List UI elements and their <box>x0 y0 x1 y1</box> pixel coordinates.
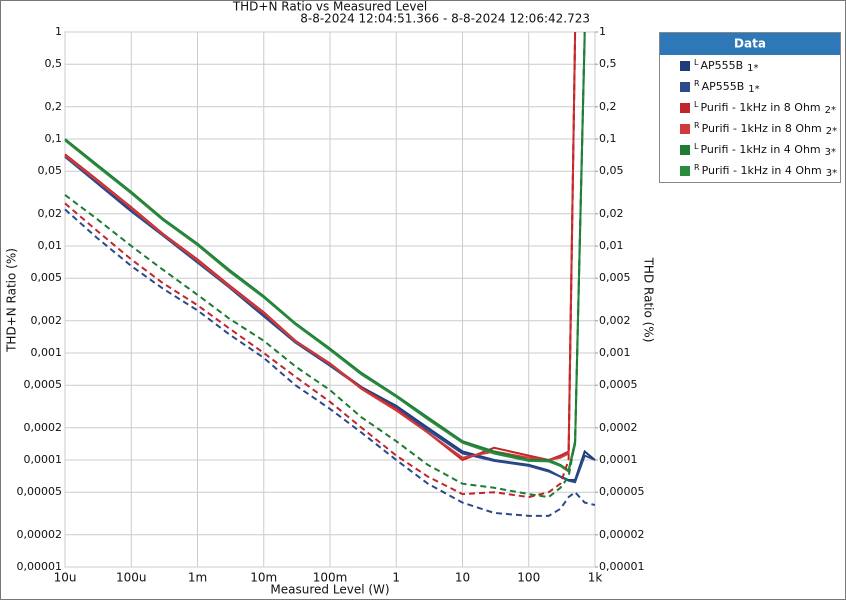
y-tick-label: 1 <box>55 25 62 38</box>
y-tick-label: 0,00005 <box>17 485 63 498</box>
y-tick-label: 0,5 <box>45 57 63 70</box>
legend-swatch <box>680 166 690 176</box>
y2-tick-label: 0,2 <box>599 100 617 113</box>
y2-tick-label: 0,5 <box>599 57 617 70</box>
x-tick-label: 100 <box>517 571 540 585</box>
y2-tick-label: 0,001 <box>599 346 631 359</box>
x-tick-label: 1 <box>392 571 400 585</box>
legend-channel: L <box>694 100 699 109</box>
y-tick-label: 0,001 <box>31 346 63 359</box>
y2-tick-label: 0,05 <box>599 164 624 177</box>
chart-subtitle: 8-8-2024 12:04:51.366 - 8-8-2024 12:06:4… <box>300 12 590 26</box>
legend-swatch <box>680 145 690 155</box>
legend-name: AP555B <box>700 59 743 72</box>
y2-tick-label: 1 <box>599 25 606 38</box>
x-tick-label: 1k <box>588 571 603 585</box>
legend-entry: L Purifi - 1kHz in 4 Ohm 3* <box>694 142 836 159</box>
y2-tick-label: 0,1 <box>599 132 617 145</box>
legend-entry: L AP555B 1* <box>694 58 759 75</box>
legend-name: Purifi - 1kHz in 8 Ohm <box>702 122 822 135</box>
y-tick-label: 0,005 <box>31 271 63 284</box>
legend-tag: 1* <box>747 63 758 74</box>
y-tick-label: 0,0001 <box>24 453 63 466</box>
legend-tag: 3* <box>825 147 836 158</box>
y-tick-label: 0,01 <box>38 239 63 252</box>
y-axis-label: THD+N Ratio (%) <box>5 248 19 353</box>
y2-tick-label: 0,00005 <box>599 485 645 498</box>
y2-tick-label: 0,00001 <box>599 560 645 573</box>
legend-swatch <box>680 82 690 92</box>
series-line <box>64 36 586 474</box>
legend-channel: L <box>694 142 699 151</box>
y-tick-label: 0,02 <box>38 207 63 220</box>
legend-entry: R Purifi - 1kHz in 8 Ohm 2* <box>694 121 837 138</box>
y-tick-label: 0,05 <box>38 164 63 177</box>
legend-swatch <box>680 103 690 113</box>
legend-swatch <box>680 124 690 134</box>
y2-tick-label: 0,01 <box>599 239 624 252</box>
legend-name: Purifi - 1kHz in 4 Ohm <box>702 164 822 177</box>
legend-entry: R AP555B 1* <box>694 79 760 96</box>
x-tick-label: 100m <box>313 571 348 585</box>
y2-tick-label: 0,0002 <box>599 421 638 434</box>
legend-entry: R Purifi - 1kHz in 4 Ohm 3* <box>694 163 837 180</box>
legend-tag: 3* <box>826 168 837 179</box>
x-tick-label: 10 <box>455 571 470 585</box>
x-tick-label: 10u <box>54 571 77 585</box>
legend-swatch <box>680 61 690 71</box>
y-tick-label: 0,002 <box>31 314 63 327</box>
y2-tick-label: 0,00002 <box>599 528 645 541</box>
y-tick-label: 0,0002 <box>24 421 63 434</box>
x-axis-label: Measured Level (W) <box>270 583 389 597</box>
legend-title: Data <box>734 37 766 51</box>
series-line <box>64 31 586 499</box>
y2-tick-label: 0,02 <box>599 207 624 220</box>
legend-tag: 2* <box>825 105 836 116</box>
y-tick-label: 0,2 <box>45 100 63 113</box>
legend-tag: 2* <box>826 126 837 137</box>
y2-tick-label: 0,0005 <box>599 378 638 391</box>
y2-axis-label: THD Ratio (%) <box>642 257 656 343</box>
chart-title: THD+N Ratio vs Measured Level <box>232 0 427 14</box>
x-tick-label: 100u <box>116 571 147 585</box>
legend-tag: 1* <box>748 84 759 95</box>
series-line <box>64 31 577 499</box>
y-tick-label: 0,0005 <box>24 378 63 391</box>
legend-name: AP555B <box>702 80 745 93</box>
legend-channel: R <box>694 121 700 130</box>
y2-tick-label: 0,0001 <box>599 453 638 466</box>
y-tick-label: 0,00002 <box>17 528 63 541</box>
legend-entry: L Purifi - 1kHz in 8 Ohm 2* <box>694 100 836 117</box>
legend-channel: R <box>694 79 700 88</box>
y-tick-label: 0,1 <box>45 132 63 145</box>
y2-tick-label: 0,002 <box>599 314 631 327</box>
legend-channel: R <box>694 163 700 172</box>
y2-tick-label: 0,005 <box>599 271 631 284</box>
legend-name: Purifi - 1kHz in 4 Ohm <box>700 143 820 156</box>
legend-header <box>660 33 840 55</box>
x-tick-label: 10m <box>250 571 277 585</box>
y-tick-label: 0,00001 <box>17 560 63 573</box>
legend-box <box>659 32 841 183</box>
series-line <box>64 208 596 517</box>
legend-name: Purifi - 1kHz in 8 Ohm <box>700 101 820 114</box>
legend-channel: L <box>694 58 699 67</box>
x-tick-label: 1m <box>188 571 207 585</box>
